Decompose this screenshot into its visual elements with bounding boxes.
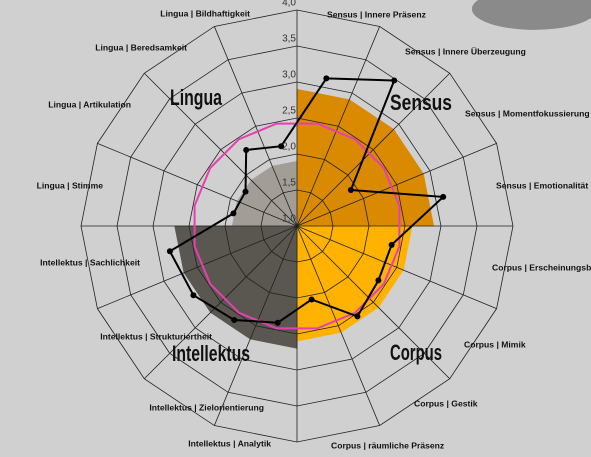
category-label: Intellektus | Analytik xyxy=(188,438,271,448)
spoke xyxy=(143,72,298,227)
group-label: Corpus xyxy=(390,340,442,365)
category-label: Corpus | Erscheinungsbild xyxy=(492,262,591,272)
category-label: Corpus | Gestik xyxy=(414,398,478,408)
spoke xyxy=(97,142,298,227)
category-label: Sensus | Innere Präsenz xyxy=(327,9,426,19)
tick-label: 3,5 xyxy=(282,34,296,45)
series-marker xyxy=(166,248,173,255)
series-marker xyxy=(243,146,250,153)
category-label: Lingua | Beredsamkeit xyxy=(95,42,187,52)
series-marker xyxy=(278,143,285,150)
series-marker xyxy=(388,241,395,248)
series-marker xyxy=(391,77,398,84)
group-label: Lingua xyxy=(170,85,223,110)
spoke xyxy=(213,26,298,227)
lines xyxy=(166,75,447,330)
series-marker xyxy=(347,186,354,193)
spoke xyxy=(296,225,381,426)
spoke xyxy=(296,26,381,227)
group-label: Sensus xyxy=(390,90,452,115)
category-label: Sensus | Emotionalität xyxy=(496,180,588,190)
spoke xyxy=(143,225,298,380)
category-label: Lingua | Stimme xyxy=(37,180,104,190)
tick-label: 1,0 xyxy=(282,214,296,225)
series-marker xyxy=(231,316,238,323)
grid xyxy=(80,9,514,443)
spoke xyxy=(213,225,298,426)
series-marker xyxy=(323,75,330,82)
labels: 1,0 1,5 2,0 2,5 3,0 3,5 4,0 Sensus | Innere Prä… xyxy=(37,0,591,450)
tick-label: 3,0 xyxy=(282,70,296,81)
category-label: Lingua | Bildhaftigkeit xyxy=(160,8,250,18)
tick-label: 2,0 xyxy=(282,142,296,153)
series-marker xyxy=(308,296,315,303)
category-label: Sensus | Innere Überzeugung xyxy=(405,46,526,56)
category-label: Lingua | Artikulation xyxy=(48,99,131,109)
series-marker xyxy=(242,188,249,195)
series-marker xyxy=(375,277,382,284)
series-marker xyxy=(274,319,281,326)
tick-label: 2,5 xyxy=(282,106,296,117)
tick-label: 4,0 xyxy=(282,0,296,9)
corner-decoration xyxy=(471,0,591,30)
spoke xyxy=(296,142,497,227)
category-label: Intellektus | Zielorientierung xyxy=(149,402,264,412)
tick-label: 1,5 xyxy=(282,178,296,189)
category-label: Corpus | räumliche Präsenz xyxy=(331,440,444,450)
series-marker xyxy=(230,210,237,217)
spoke xyxy=(296,72,451,227)
category-label: Intellektus | Sachlichkeit xyxy=(40,257,140,267)
series-marker xyxy=(354,313,361,320)
spoke xyxy=(296,225,497,310)
category-label: Intellektus | Strukturiertheit xyxy=(100,331,212,341)
spoke xyxy=(97,225,298,310)
series-marker xyxy=(440,193,447,200)
spoke xyxy=(296,225,451,380)
series-marker xyxy=(190,292,197,299)
category-label: Corpus | Mimik xyxy=(464,339,526,349)
group-label: Intellektus xyxy=(172,341,250,366)
category-label: Sensus | Momentfokussierung xyxy=(465,108,590,118)
